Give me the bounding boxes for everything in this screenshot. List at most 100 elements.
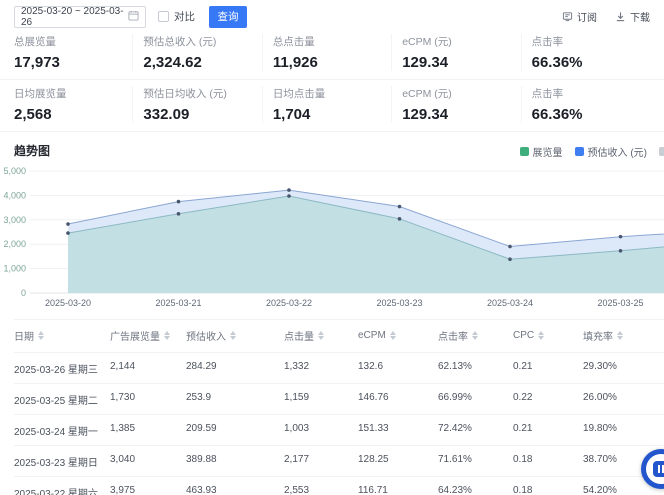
table-cell: 72.42% (438, 422, 472, 434)
compare-checkbox[interactable]: 对比 (158, 9, 195, 24)
stat-card: 日均展览量 2,568 (14, 86, 132, 123)
table-row: 2025-03-22 星期六 3,975 463.93 2,553 116.71 64.2… (14, 476, 664, 495)
sort-asc-icon (164, 331, 170, 335)
sort-desc-icon (230, 336, 236, 340)
table-cell: 62.13% (438, 360, 472, 372)
sort-icon[interactable] (617, 331, 623, 340)
sort-desc-icon (472, 336, 478, 340)
sort-icon[interactable] (472, 331, 478, 340)
column-header-广告展览量[interactable]: 广告展览量 (110, 328, 186, 343)
table-cell: 209.59 (186, 422, 217, 434)
legend-item[interactable]: 预估收入 (元) (574, 144, 647, 159)
legend-item[interactable]: 展览量 (519, 144, 563, 159)
table-row: 2025-03-24 星期一 1,385 209.59 1,003 151.33 72.4… (14, 414, 664, 445)
stat-label: 预估总收入 (元) (143, 36, 217, 48)
legend-item[interactable]: 点击量 (659, 144, 664, 159)
stat-label: 日均点击量 (272, 88, 326, 100)
column-header-点击率[interactable]: 点击率 (438, 328, 513, 343)
column-header-CPC[interactable]: CPC (513, 328, 583, 343)
sort-icon[interactable] (164, 331, 170, 340)
svg-text:2,000: 2,000 (3, 239, 26, 249)
stat-value: 2,568 (14, 106, 52, 123)
subscribe-button[interactable]: 订阅 (562, 9, 597, 24)
sort-desc-icon (38, 336, 44, 340)
table-cell: 1,003 (284, 422, 310, 434)
column-header-label: CPC (513, 330, 535, 341)
trend-chart[interactable]: 0 1,000 2,000 3,000 4,000 5,000 2025-03-20 2025… (0, 163, 664, 313)
compare-label: 对比 (174, 11, 195, 23)
stat-value: 66.36% (531, 54, 583, 71)
svg-text:2025-03-25: 2025-03-25 (597, 298, 643, 308)
sort-asc-icon (538, 331, 545, 335)
chart-legend: 展览量 预估收入 (元) 点击量 (519, 144, 664, 159)
stat-value: 66.36% (531, 106, 583, 123)
sort-asc-icon (318, 331, 324, 335)
legend-swatch-icon (574, 147, 584, 156)
table-cell: 0.18 (513, 453, 533, 465)
table-cell: 463.93 (186, 484, 217, 495)
stat-label: 日均展览量 (14, 88, 67, 100)
column-header-label: 日期 (14, 332, 34, 343)
table-cell: 0.18 (513, 484, 533, 495)
column-header-label: 广告展览量 (110, 332, 160, 343)
column-header-日期[interactable]: 日期 (14, 328, 110, 343)
table-cell: 19.80% (583, 422, 617, 434)
table-cell: 2025-03-26 星期三 (14, 364, 98, 376)
table-cell: 1,332 (284, 360, 310, 372)
date-range-input[interactable]: 2025-03-20 ~ 2025-03-26 (14, 5, 146, 28)
sort-icon[interactable] (38, 331, 44, 340)
table-body: 2025-03-26 星期三 2,144 284.29 1,332 132.6 62.13… (14, 352, 664, 495)
table-cell: 389.88 (186, 453, 217, 465)
stat-label: 点击率 (531, 88, 564, 100)
table-cell: 29.30% (583, 360, 617, 372)
table-cell: 66.99% (438, 391, 472, 403)
table-cell: 2,144 (110, 360, 136, 372)
download-button[interactable]: 下载 (615, 9, 650, 24)
svg-text:2025-03-24: 2025-03-24 (487, 298, 533, 308)
table-cell: 2025-03-25 星期二 (14, 395, 98, 407)
table-cell: 151.33 (358, 422, 389, 434)
table-header-row: 日期 广告展览量 预估收入 点击量 eCPM 点击率 CPC 填充率 (14, 319, 664, 352)
sort-icon[interactable] (318, 331, 324, 340)
table-cell: 38.70% (583, 453, 617, 465)
stat-label: 总点击量 (272, 36, 315, 48)
table-cell: 1,385 (110, 422, 136, 434)
sort-asc-icon (472, 331, 478, 335)
table-cell: 253.9 (186, 391, 212, 403)
table-cell: 128.25 (358, 453, 389, 465)
stat-card: 预估总收入 (元) 2,324.62 (132, 34, 261, 71)
column-header-label: 点击率 (438, 332, 468, 343)
stat-value: 332.09 (143, 106, 190, 123)
table-cell: 2025-03-24 星期一 (14, 426, 98, 438)
trend-title: 趋势图 (14, 144, 51, 158)
metrics-table: 日期 广告展览量 预估收入 点击量 eCPM 点击率 CPC 填充率 2025-03-26 星… (0, 315, 664, 495)
table-cell: 1,730 (110, 391, 136, 403)
floating-help-button[interactable] (641, 449, 664, 489)
sort-icon[interactable] (538, 331, 545, 340)
download-label: 下载 (630, 13, 650, 24)
subscribe-label: 订阅 (577, 13, 597, 24)
help-icon (646, 454, 664, 484)
sort-icon[interactable] (389, 331, 396, 340)
table-cell: 0.21 (513, 422, 533, 434)
table-row: 2025-03-25 星期二 1,730 253.9 1,159 146.76 66.99… (14, 383, 664, 414)
stat-card: 总点击量 11,926 (261, 34, 391, 71)
stat-label: 预估日均收入 (元) (143, 88, 227, 100)
table-cell: 1,159 (284, 391, 310, 403)
column-header-预估收入[interactable]: 预估收入 (186, 328, 284, 343)
table-cell: 2,177 (284, 453, 310, 465)
column-header-点击量[interactable]: 点击量 (284, 328, 358, 343)
sort-asc-icon (617, 331, 623, 335)
sort-icon[interactable] (230, 331, 236, 340)
stat-value: 1,704 (272, 106, 311, 123)
legend-swatch-icon (659, 147, 664, 156)
table-cell: 116.71 (358, 484, 388, 495)
query-button[interactable]: 查询 (209, 5, 247, 28)
table-cell: 71.61% (438, 453, 472, 465)
stats-summary: 总展览量 17,973 预估总收入 (元) 2,324.62 总点击量 11,926 eCP… (0, 28, 664, 132)
table-cell: 0.21 (513, 360, 533, 372)
column-header-填充率[interactable]: 填充率 (583, 328, 664, 343)
column-header-eCPM[interactable]: eCPM (358, 328, 438, 343)
legend-label: 展览量 (532, 148, 563, 159)
stat-value: 11,926 (272, 54, 318, 71)
